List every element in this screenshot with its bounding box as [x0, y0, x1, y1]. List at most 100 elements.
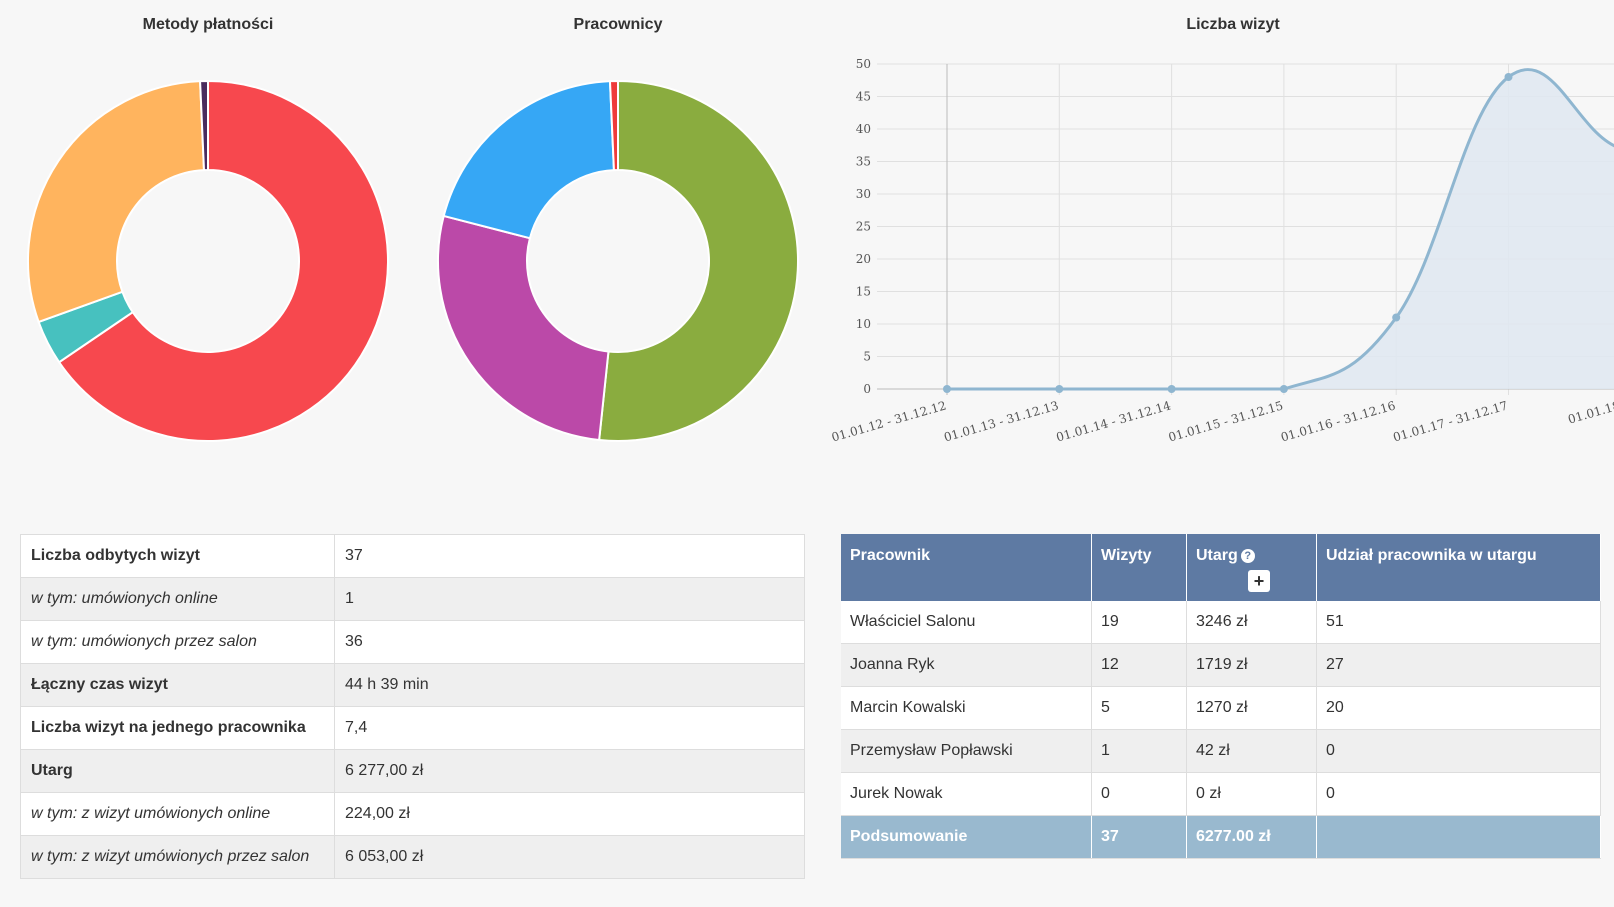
- stat-value: 1: [334, 577, 805, 621]
- stat-value: 6 053,00 zł: [334, 835, 805, 879]
- employee-share: 20: [1316, 686, 1601, 730]
- x-tick-label: 01.01.12 - 31.12.12: [830, 398, 948, 444]
- donut-slice-3[interactable]: [608, 79, 619, 172]
- table-row: Jurek Nowak 0 0 zł 0: [841, 772, 1601, 816]
- employee-share: 27: [1316, 643, 1601, 687]
- summary-visits: 37: [1091, 815, 1187, 859]
- help-icon[interactable]: ?: [1240, 549, 1255, 563]
- stat-label: Utarg: [20, 749, 335, 793]
- y-tick-label: 25: [856, 220, 871, 234]
- employee-revenue: 1270 zł: [1186, 686, 1317, 730]
- y-tick-label: 15: [856, 285, 871, 299]
- table-row: Utarg 6 277,00 zł: [20, 749, 805, 793]
- expand-revenue-button[interactable]: +: [1248, 570, 1270, 592]
- y-tick-label: 45: [856, 90, 871, 104]
- visits-chart-title: Liczba wizyt: [1186, 16, 1280, 33]
- stat-label: Liczba wizyt na jednego pracownika: [20, 706, 335, 750]
- employee-name: Właściciel Salonu: [841, 601, 1092, 644]
- data-point[interactable]: [1279, 385, 1288, 393]
- stat-label: w tym: umówionych online: [20, 577, 335, 621]
- employee-revenue: 42 zł: [1186, 729, 1317, 773]
- data-point[interactable]: [1504, 73, 1513, 81]
- series-line: [947, 68, 1614, 391]
- summary-revenue: 6277.00 zł: [1186, 815, 1317, 859]
- employee-visits: 12: [1091, 643, 1187, 687]
- y-tick-label: 5: [863, 350, 871, 364]
- employee-name: Marcin Kowalski: [841, 686, 1092, 730]
- employee-name: Przemysław Popławski: [841, 729, 1092, 773]
- data-point[interactable]: [1055, 385, 1064, 393]
- donut-slice-2[interactable]: [442, 80, 615, 240]
- table-row: w tym: z wizyt umówionych online 224,00 …: [20, 792, 805, 836]
- employees-donut-chart: [437, 79, 799, 442]
- employee-share: 0: [1316, 772, 1601, 816]
- employee-name: Joanna Ryk: [841, 643, 1092, 687]
- header-visits[interactable]: Wizyty: [1091, 534, 1187, 601]
- stat-label: w tym: umówionych przez salon: [20, 620, 335, 664]
- stat-value: 6 277,00 zł: [334, 749, 805, 793]
- donut-slice-0[interactable]: [598, 79, 799, 442]
- summary-share: [1316, 815, 1601, 859]
- summary-row: Podsumowanie 37 6277.00 zł: [841, 815, 1601, 859]
- table-row: w tym: umówionych online 1: [20, 577, 805, 621]
- employee-visits: 1: [1091, 729, 1187, 773]
- header-employee[interactable]: Pracownik: [841, 534, 1092, 601]
- donut-slice-2[interactable]: [27, 80, 206, 324]
- stat-value: 7,4: [334, 706, 805, 750]
- data-point[interactable]: [1392, 313, 1401, 322]
- x-tick-label: 01.01.13 - 31.12.13: [942, 398, 1060, 444]
- employee-revenue: 1719 zł: [1186, 643, 1317, 687]
- y-tick-label: 50: [856, 57, 871, 71]
- summary-label: Podsumowanie: [841, 815, 1092, 859]
- employee-share: 51: [1316, 601, 1601, 644]
- data-point[interactable]: [1167, 385, 1176, 393]
- header-revenue-label: Utarg: [1196, 547, 1238, 564]
- y-tick-label: 35: [856, 155, 871, 169]
- y-tick-label: 30: [856, 187, 871, 201]
- donut-slice-1[interactable]: [437, 214, 610, 442]
- table-row: Przemysław Popławski 1 42 zł 0: [841, 729, 1601, 773]
- table-header-row: Pracownik Wizyty Utarg? + Udział pracown…: [841, 534, 1601, 601]
- employee-visits: 0: [1091, 772, 1187, 816]
- table-row: Joanna Ryk 12 1719 zł 27: [841, 643, 1601, 687]
- employee-visits: 19: [1091, 601, 1187, 644]
- stat-label: w tym: z wizyt umówionych online: [20, 792, 335, 836]
- payment-methods-donut-chart: [27, 79, 389, 442]
- stat-label: Liczba odbytych wizyt: [20, 534, 335, 578]
- header-revenue[interactable]: Utarg? +: [1186, 534, 1317, 601]
- donut-slice-0[interactable]: [57, 79, 389, 442]
- stat-label: w tym: z wizyt umówionych przez salon: [20, 835, 335, 879]
- employee-name: Jurek Nowak: [841, 772, 1092, 816]
- table-row: Łączny czas wizyt 44 h 39 min: [20, 663, 805, 707]
- stat-value: 44 h 39 min: [334, 663, 805, 707]
- table-row: w tym: umówionych przez salon 36: [20, 620, 805, 664]
- y-tick-label: 10: [856, 317, 871, 331]
- stat-value: 36: [334, 620, 805, 664]
- table-row: Właściciel Salonu 19 3246 zł 51: [841, 601, 1601, 644]
- header-share[interactable]: Udział pracownika w utargu: [1316, 534, 1601, 601]
- employees-table: Pracownik Wizyty Utarg? + Udział pracown…: [841, 534, 1601, 859]
- donut-slice-3[interactable]: [199, 79, 209, 172]
- x-tick-label: 01.01.16 - 31.12.16: [1279, 398, 1397, 444]
- stat-value: 37: [334, 534, 805, 578]
- stat-label: Łączny czas wizyt: [20, 663, 335, 707]
- payment-methods-chart-title: Metody płatności: [142, 16, 274, 33]
- employee-revenue: 3246 zł: [1186, 601, 1317, 644]
- x-tick-label: 01.01.18: [1566, 398, 1614, 426]
- table-row: Marcin Kowalski 5 1270 zł 20: [841, 686, 1601, 730]
- employee-share: 0: [1316, 729, 1601, 773]
- data-point[interactable]: [943, 385, 951, 393]
- employee-visits: 5: [1091, 686, 1187, 730]
- stat-value: 224,00 zł: [334, 792, 805, 836]
- x-tick-label: 01.01.17 - 31.12.17: [1391, 398, 1509, 444]
- table-row: Liczba odbytych wizyt 37: [20, 534, 805, 578]
- x-tick-label: 01.01.15 - 31.12.15: [1167, 398, 1285, 444]
- y-tick-label: 40: [856, 122, 871, 136]
- area-fill: [947, 69, 1614, 389]
- employee-revenue: 0 zł: [1186, 772, 1317, 816]
- y-tick-label: 0: [863, 382, 871, 396]
- table-row: w tym: z wizyt umówionych przez salon 6 …: [20, 835, 805, 879]
- x-tick-label: 01.01.14 - 31.12.14: [1055, 398, 1173, 444]
- employees-chart-title: Pracownicy: [573, 16, 663, 33]
